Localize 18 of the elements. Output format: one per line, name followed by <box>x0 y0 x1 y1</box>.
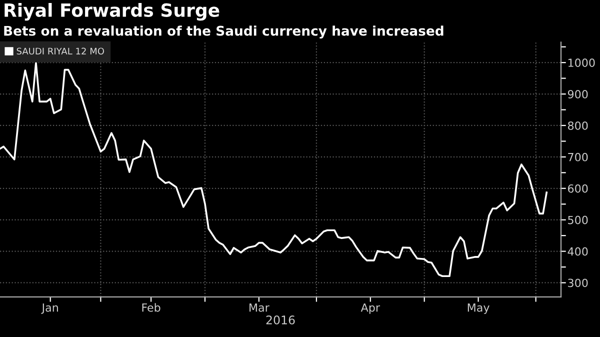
legend-label: SAUDI RIYAL 12 MO <box>16 48 104 55</box>
y-tick-label: 400 <box>568 247 588 256</box>
y-tick-label: 600 <box>568 184 588 193</box>
x-tick-label: Mar <box>250 303 270 312</box>
line-series <box>0 62 548 278</box>
y-tick-label: 700 <box>568 152 588 162</box>
y-tick-label: 900 <box>568 90 588 98</box>
x-axis-title: 2016 <box>266 316 295 324</box>
x-tick-label: May <box>468 303 490 314</box>
chart-subtitle: Bets on a revaluation of the Saudi currency have increased <box>4 26 444 38</box>
y-tick-label: 1000 <box>568 58 595 67</box>
y-tick-label: 800 <box>568 121 588 130</box>
x-tick-label: Feb <box>142 303 160 312</box>
y-tick-label: 500 <box>568 216 588 224</box>
chart-title: Riyal Forwards Surge <box>4 2 220 21</box>
x-tick-label: Jan <box>41 303 58 314</box>
x-tick-label: Apr <box>360 303 380 314</box>
y-tick-label: 300 <box>568 278 588 288</box>
